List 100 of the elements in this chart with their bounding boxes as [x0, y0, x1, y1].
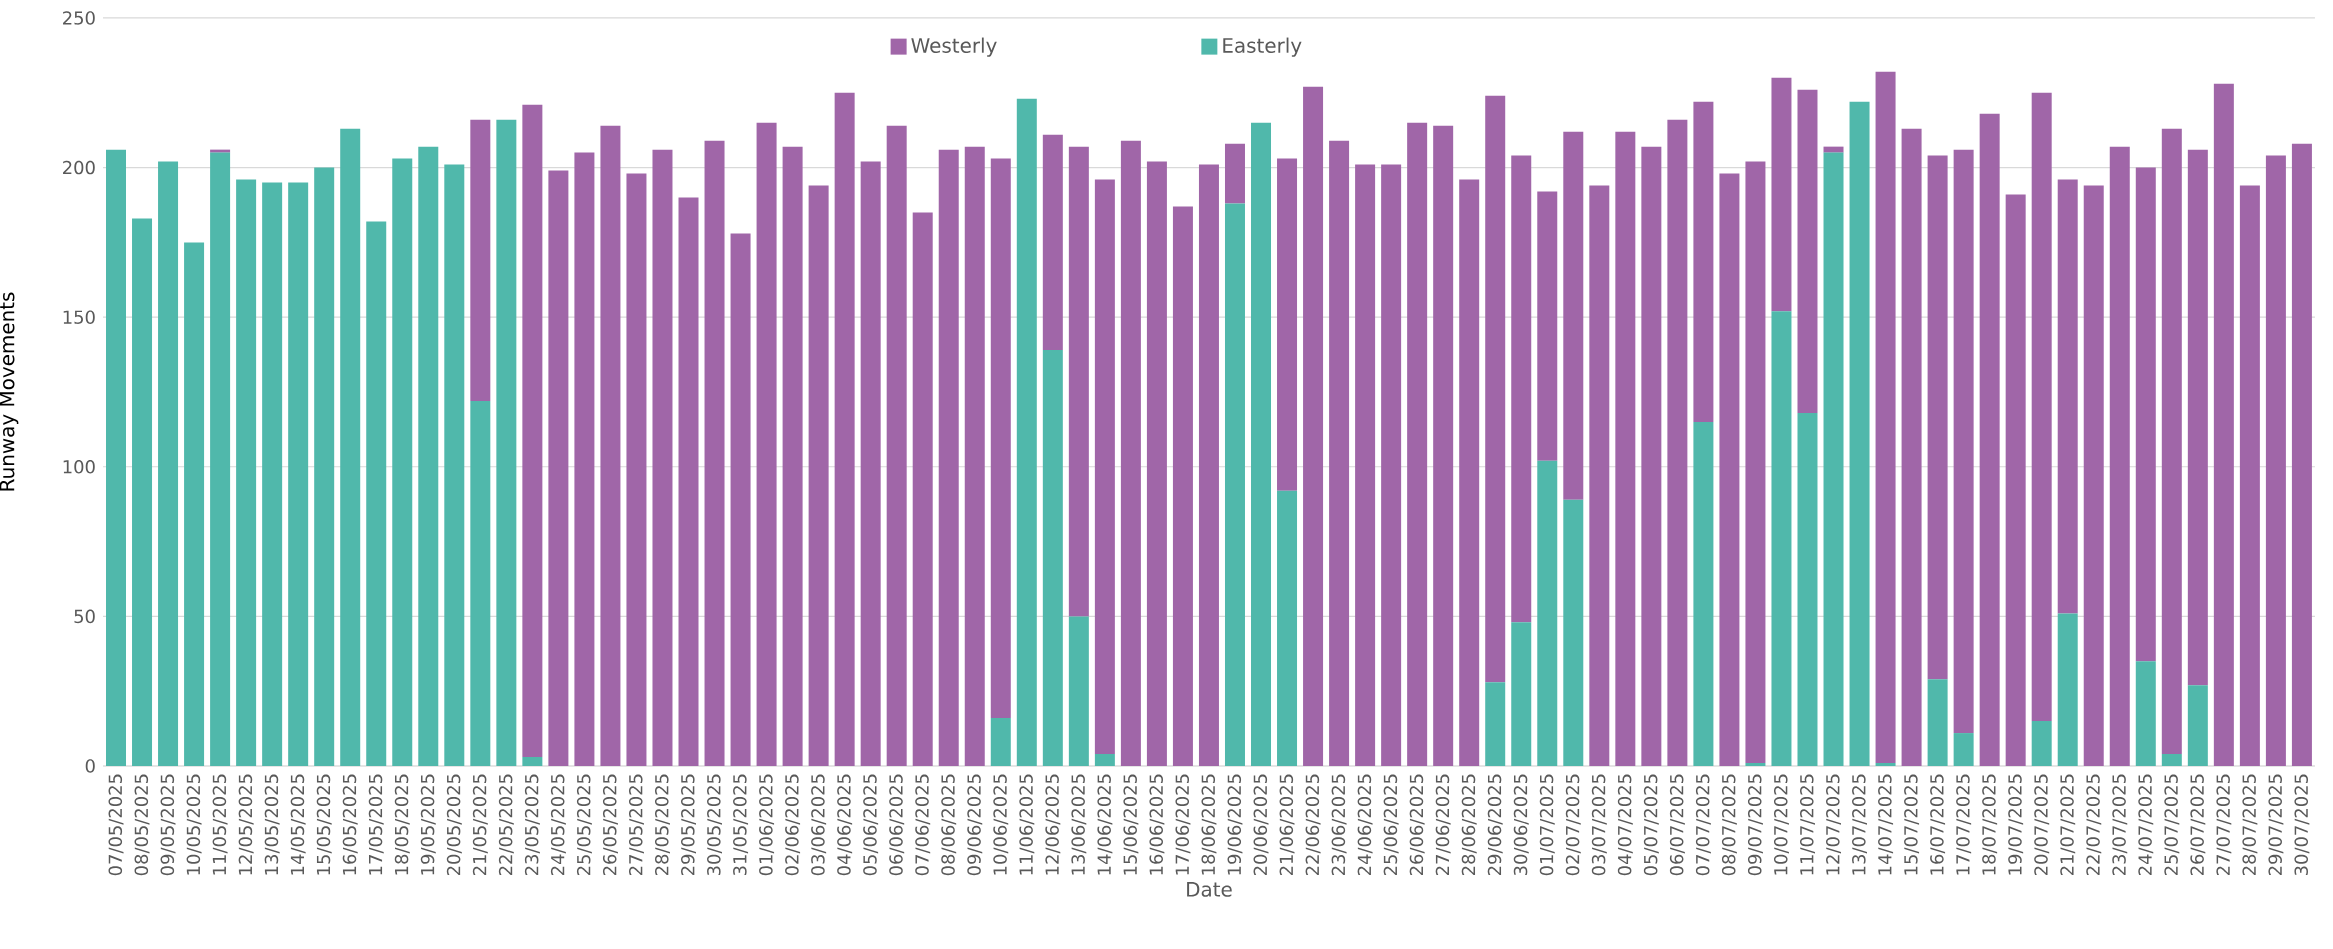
x-tick-label: 14/07/2025: [1878, 774, 1894, 875]
x-tick-label: 01/06/2025: [759, 774, 775, 876]
bar: [1563, 131, 1584, 500]
bar: [1068, 146, 1089, 617]
y-tick-label: 150: [63, 310, 95, 324]
x-tick-label: 13/06/2025: [1071, 774, 1087, 875]
x-tick-label: 05/06/2025: [863, 774, 879, 876]
bar: [1953, 149, 1974, 734]
bar: [418, 146, 439, 766]
x-tick-label: 19/07/2025: [2008, 774, 2024, 875]
bar: [314, 167, 335, 766]
x-tick-label: 27/07/2025: [2216, 774, 2232, 876]
y-axis-title: Runway Movements: [0, 292, 19, 491]
x-tick-label: 21/06/2025: [1279, 774, 1295, 876]
x-tick-label: 29/05/2025: [681, 774, 696, 876]
bar: [1745, 762, 1766, 766]
x-tick-label: 05/07/2025: [1643, 774, 1659, 876]
x-tick-label: 31/05/2025: [733, 774, 749, 876]
bar: [1172, 206, 1193, 766]
bar: [2057, 613, 2078, 766]
x-tick-label: 16/07/2025: [1930, 774, 1946, 875]
bar: [1953, 733, 1974, 766]
bar: [990, 158, 1011, 719]
x-tick-label: 15/07/2025: [1904, 774, 1920, 875]
x-tick-label: 01/07/2025: [1539, 774, 1555, 876]
bar: [626, 173, 647, 766]
bar: [1381, 164, 1402, 766]
x-tick-label: 09/05/2025: [160, 774, 176, 876]
bar: [964, 146, 985, 766]
x-tick-label: 06/07/2025: [1669, 774, 1685, 876]
x-tick-label: 29/06/2025: [1487, 774, 1503, 876]
x-tick-label: 07/06/2025: [915, 774, 931, 876]
bar: [444, 164, 465, 766]
x-tick-label: 20/06/2025: [1253, 774, 1269, 876]
x-tick-label: 22/06/2025: [1305, 774, 1321, 876]
bar: [1771, 311, 1792, 766]
bar: [678, 197, 699, 766]
bar: [1459, 179, 1480, 766]
x-tick-label: 26/06/2025: [1409, 774, 1425, 876]
x-tick-label: 28/06/2025: [1461, 774, 1477, 876]
bar: [1277, 158, 1298, 491]
bar: [2031, 92, 2052, 722]
bar: [1224, 203, 1245, 766]
bar: [1875, 71, 1896, 763]
bar: [1537, 191, 1558, 461]
y-tick-label: 200: [63, 160, 95, 175]
x-tick-label: 16/06/2025: [1149, 774, 1165, 875]
bar: [1641, 146, 1662, 766]
x-tick-label: 17/07/2025: [1956, 774, 1972, 875]
x-tick-label: 13/07/2025: [1852, 774, 1868, 875]
x-tick-label: 23/07/2025: [2112, 774, 2128, 876]
bar: [2083, 185, 2104, 766]
x-tick-label: 19/05/2025: [420, 774, 436, 875]
bar: [990, 718, 1011, 766]
x-tick-label: 04/06/2025: [837, 774, 853, 876]
bar: [2005, 194, 2026, 766]
x-tick-label: 14/06/2025: [1097, 774, 1113, 875]
bar: [1901, 128, 1922, 766]
x-tick-label: 23/06/2025: [1331, 774, 1347, 876]
x-tick-label: 13/05/2025: [264, 774, 280, 875]
legend-label: Westerly: [911, 37, 997, 57]
x-tick-label: 08/06/2025: [941, 774, 957, 876]
x-tick-label: 30/07/2025: [2294, 774, 2310, 876]
bar: [1042, 350, 1063, 766]
x-tick-label: 30/06/2025: [1513, 774, 1529, 876]
x-tick-label: 20/07/2025: [2034, 774, 2050, 876]
bar: [938, 149, 959, 766]
bar: [912, 212, 933, 766]
x-tick-label: 11/07/2025: [1800, 774, 1815, 875]
x-tick-label: 15/06/2025: [1123, 774, 1139, 875]
bar: [210, 152, 231, 766]
x-tick-label: 25/05/2025: [576, 774, 592, 876]
bar: [1875, 762, 1896, 766]
x-tick-label: 09/07/2025: [1747, 774, 1763, 876]
bar: [2031, 721, 2052, 766]
bar: [392, 158, 413, 766]
y-tick-label: 50: [74, 609, 95, 624]
x-tick-label: 11/05/2025: [212, 774, 228, 875]
bar: [1693, 421, 1714, 766]
bar: [496, 119, 517, 766]
x-tick-label: 25/07/2025: [2164, 774, 2180, 876]
x-tick-label: 24/06/2025: [1357, 774, 1373, 876]
y-tick-label: 0: [85, 759, 95, 773]
bar: [548, 170, 569, 766]
bar: [522, 104, 543, 757]
bar: [2109, 146, 2130, 766]
bar: [262, 182, 283, 766]
x-tick-label: 02/06/2025: [785, 774, 801, 876]
bar: [1355, 164, 1376, 766]
bar: [1797, 89, 1818, 413]
bar: [1303, 86, 1324, 766]
bar: [1563, 499, 1584, 766]
bar: [1979, 113, 2000, 766]
bar: [1849, 101, 1870, 766]
x-tick-label: 02/07/2025: [1565, 774, 1581, 876]
bar: [1615, 131, 1636, 766]
bar: [1823, 146, 1844, 153]
bar: [886, 125, 907, 766]
x-tick-label: 18/05/2025: [394, 774, 410, 875]
bar: [1329, 140, 1350, 766]
